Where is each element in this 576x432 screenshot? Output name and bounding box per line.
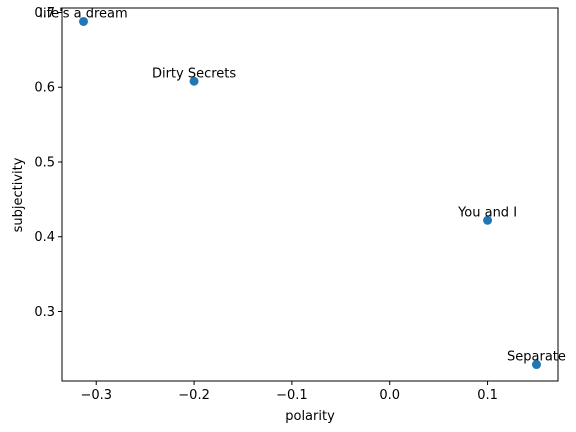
data-point bbox=[189, 76, 199, 86]
x-tick-label: −0.1 bbox=[276, 388, 308, 403]
y-tick-label: 0.5 bbox=[34, 155, 55, 170]
data-points bbox=[79, 16, 541, 370]
data-point-label: life's a dream bbox=[39, 6, 127, 21]
data-point bbox=[531, 360, 541, 370]
x-tick-label: −0.2 bbox=[178, 388, 210, 403]
data-point-label: Separate bbox=[507, 350, 566, 365]
x-tick-label: 0.0 bbox=[379, 388, 400, 403]
plot-frame bbox=[61, 7, 559, 382]
y-tick-label: 0.7 bbox=[34, 6, 55, 21]
x-axis-label: polarity bbox=[285, 409, 335, 424]
x-tick-label: 0.1 bbox=[477, 388, 498, 403]
x-tick-label: −0.3 bbox=[80, 388, 112, 403]
plot-area bbox=[61, 7, 559, 382]
y-tick-label: 0.4 bbox=[34, 230, 55, 245]
axis-ticks: −0.3 −0.2 −0.1 0.0 0.1 0.3 0.4 0.5 0.6 0.7 bbox=[34, 6, 498, 403]
data-point bbox=[483, 215, 493, 225]
data-point-labels: life's a dream Dirty Secrets You and I Sepa… bbox=[39, 6, 566, 364]
data-point-label: Dirty Secrets bbox=[152, 66, 236, 81]
y-axis-label: subjectivity bbox=[11, 157, 26, 232]
y-tick-label: 0.6 bbox=[34, 81, 55, 96]
y-tick-label: 0.3 bbox=[34, 305, 55, 320]
data-point-label: You and I bbox=[457, 205, 517, 220]
data-point bbox=[79, 16, 89, 26]
